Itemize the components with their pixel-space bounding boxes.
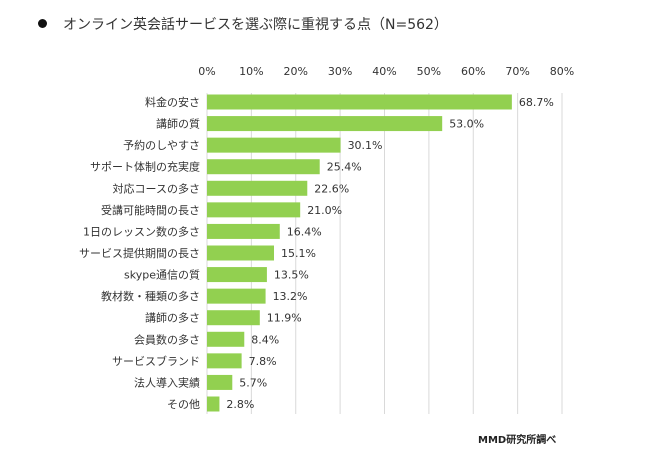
bar xyxy=(207,310,260,326)
data-label: 2.8% xyxy=(226,398,254,411)
category-label: 1日のレッスン数の多さ xyxy=(83,224,200,238)
bar xyxy=(207,94,512,110)
data-label: 11.9% xyxy=(267,312,302,325)
bar xyxy=(207,180,308,196)
x-tick-label: 0% xyxy=(198,65,215,78)
category-label: 会員数の多さ xyxy=(134,332,200,346)
x-tick-label: 70% xyxy=(505,65,529,78)
bar xyxy=(207,116,443,132)
bar xyxy=(207,353,242,369)
category-label: 講師の質 xyxy=(156,117,200,131)
source-note: MMD研究所調べ xyxy=(478,435,557,446)
bar xyxy=(207,202,301,218)
data-label: 25.4% xyxy=(327,161,362,174)
bar xyxy=(207,223,280,239)
data-label: 8.4% xyxy=(251,333,279,346)
category-label: 予約のしやすさ xyxy=(123,138,200,152)
data-label: 13.5% xyxy=(274,269,309,282)
category-label: 料金の安さ xyxy=(145,95,200,109)
category-label: 講師の多さ xyxy=(145,311,200,325)
category-label: 教材数・種類の多さ xyxy=(101,289,200,303)
x-tick-label: 20% xyxy=(284,65,308,78)
data-label: 30.1% xyxy=(348,139,383,152)
bar xyxy=(207,267,267,283)
x-tick-label: 50% xyxy=(417,65,441,78)
category-label: サポート体制の充実度 xyxy=(90,160,200,174)
bar xyxy=(207,331,245,347)
bullet-icon xyxy=(38,18,47,28)
category-label: 法人導入実績 xyxy=(134,375,200,389)
chart-title-text: オンライン英会話サービスを選ぶ際に重視する点（N=562） xyxy=(63,17,448,33)
category-label: skype通信の質 xyxy=(124,268,200,282)
data-label: 13.2% xyxy=(273,290,308,303)
bar xyxy=(207,159,320,175)
bar xyxy=(207,137,341,153)
data-label: 53.0% xyxy=(449,118,484,131)
bar xyxy=(207,396,220,412)
data-label: 15.1% xyxy=(281,247,316,260)
data-label: 5.7% xyxy=(239,376,267,389)
category-label: その他 xyxy=(167,398,200,411)
category-label: サービス提供期間の長さ xyxy=(79,246,200,260)
category-label: 対応コースの多さ xyxy=(113,181,200,195)
data-label: 68.7% xyxy=(519,96,554,109)
category-label: 受講可能時間の長さ xyxy=(101,203,200,217)
x-tick-label: 60% xyxy=(461,65,485,78)
data-label: 16.4% xyxy=(287,225,322,238)
bar xyxy=(207,245,275,261)
category-label: サービスブランド xyxy=(112,354,200,368)
bar xyxy=(207,288,266,304)
chart-title: オンライン英会話サービスを選ぶ際に重視する点（N=562） xyxy=(38,14,448,34)
data-label: 22.6% xyxy=(314,182,349,195)
data-label: 7.8% xyxy=(249,355,277,368)
x-tick-label: 40% xyxy=(372,65,396,78)
x-tick-label: 80% xyxy=(550,65,574,78)
bar xyxy=(207,374,233,390)
x-tick-label: 30% xyxy=(328,65,352,78)
data-label: 21.0% xyxy=(307,204,342,217)
x-tick-label: 10% xyxy=(239,65,263,78)
